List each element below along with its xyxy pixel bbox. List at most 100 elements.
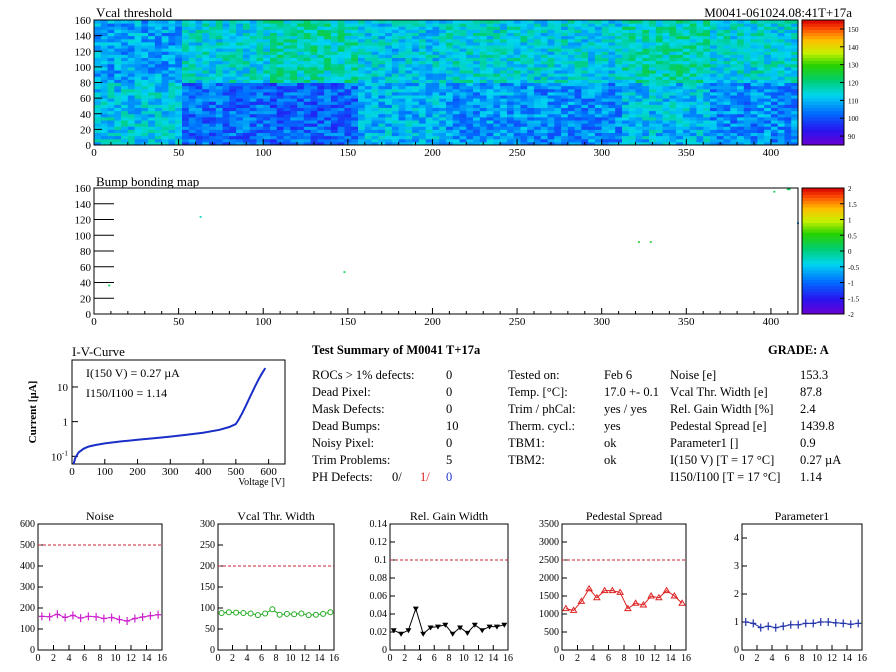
roc-plot-title: Noise <box>86 509 114 523</box>
palette-cell <box>802 138 844 143</box>
roc-x-tick-label: 10 <box>635 653 645 664</box>
data-point-marker <box>577 597 586 604</box>
roc-x-tick-label: 14 <box>315 653 325 664</box>
roc-x-tick-label: 8 <box>274 653 279 664</box>
roc-y-tick-label: 1000 <box>539 609 559 620</box>
palette-cell <box>802 116 844 121</box>
data-point-marker <box>817 618 824 626</box>
roc-y-tick-label: 100 <box>200 603 215 614</box>
palette-cell <box>802 266 844 271</box>
roc-x-tick-label: 16 <box>857 653 867 664</box>
roc-y-tick-label: 0 <box>30 645 35 656</box>
roc-x-tick-label: 6 <box>606 653 611 664</box>
roc-x-tick-label: 8 <box>98 653 103 664</box>
data-point-marker <box>93 612 100 621</box>
palette-tick-label: 90 <box>848 133 856 141</box>
data-point-marker <box>795 620 802 629</box>
palette-cell <box>802 88 844 93</box>
summary-value: 153.3 <box>800 368 829 382</box>
palette-cell <box>802 206 844 211</box>
iv-y-tick-label: 1 <box>63 417 69 429</box>
data-point-marker <box>479 628 486 634</box>
summary-label: Trim / phCal: <box>508 402 576 416</box>
data-point-marker <box>131 614 138 623</box>
summary-value: 0.27 µA <box>800 453 842 467</box>
roc-y-tick-label: 0.04 <box>370 609 388 620</box>
roc-x-tick-label: 0 <box>388 653 393 664</box>
palette-cell <box>802 282 844 287</box>
roc-y-tick-label: 3000 <box>539 537 559 548</box>
palette-tick-label: 0.5 <box>848 232 857 240</box>
roc-x-tick-label: 8 <box>447 653 452 664</box>
palette-cell <box>802 285 844 290</box>
roc-y-tick-label: 0.1 <box>375 555 388 566</box>
palette-tick-label: 110 <box>848 97 859 105</box>
roc-y-tick-label: 0 <box>554 645 559 656</box>
roc-x-tick-label: 4 <box>67 653 72 664</box>
iv-title: I-V-Curve <box>72 344 125 359</box>
palette-cell <box>802 244 844 249</box>
roc-plot-frame <box>217 523 335 651</box>
data-point-marker <box>442 622 449 628</box>
data-point-marker <box>449 631 456 637</box>
palette-cell <box>802 51 844 55</box>
palette-cell <box>802 247 844 252</box>
x-tick-label: 100 <box>255 316 272 328</box>
palette-cell <box>802 197 844 202</box>
roc-y-tick-label: 2500 <box>539 555 559 566</box>
roc-x-tick-label: 16 <box>681 653 691 664</box>
palette-cell <box>802 35 844 40</box>
bump-point <box>108 284 111 287</box>
roc-y-tick-label: 200 <box>20 603 35 614</box>
data-point-marker <box>312 611 319 618</box>
roc-x-tick-label: 12 <box>827 653 837 664</box>
bump-point <box>649 241 652 243</box>
summary-value: 0 <box>446 436 453 450</box>
roc-plot-title: Parameter1 <box>775 509 830 523</box>
y-tick-label: 40 <box>80 109 92 121</box>
data-point-marker <box>139 613 146 622</box>
roc-plot-title: Rel. Gain Width <box>410 509 488 523</box>
x-tick-label: 50 <box>173 147 185 159</box>
y-tick-label: 140 <box>75 31 92 43</box>
data-point-marker <box>305 612 312 619</box>
palette-cell <box>802 76 844 80</box>
palette-cell <box>802 23 844 27</box>
roc-x-tick-label: 14 <box>488 653 498 664</box>
palette-cell <box>802 225 844 230</box>
palette-cell <box>802 126 844 130</box>
roc-y-tick-label: 300 <box>20 582 35 593</box>
summary-value: 17.0 +- 0.1 <box>604 385 659 399</box>
summary-label: Dead Pixel: <box>312 385 371 399</box>
roc-x-tick-label: 10 <box>812 653 822 664</box>
data-point-marker <box>62 613 69 622</box>
iv-x-tick-label: 0 <box>69 466 75 478</box>
y-tick-label: 40 <box>80 278 92 290</box>
palette-cell <box>802 98 844 102</box>
palette-cell <box>802 254 844 258</box>
data-point-marker <box>116 615 123 624</box>
summary-title: Test Summary of M0041 T+17a <box>312 343 481 357</box>
palette-tick-label: 100 <box>848 115 859 123</box>
palette-cell <box>802 232 844 236</box>
roc-y-tick-label: 500 <box>544 627 559 638</box>
bump-point <box>637 241 640 243</box>
data-point-marker <box>398 631 405 637</box>
data-point-marker <box>298 610 305 617</box>
palette-cell <box>802 32 844 37</box>
palette-tick-label: 150 <box>848 26 859 34</box>
summary-label: ROCs > 1% defects: <box>312 368 415 382</box>
ph-defects-value-1: 0/ <box>392 470 402 484</box>
roc-plot-title: Vcal Thr. Width <box>237 509 314 523</box>
data-point-marker <box>639 601 648 608</box>
roc-data-line <box>565 587 683 611</box>
y-tick-label: 160 <box>75 183 92 195</box>
data-point-marker <box>787 620 794 629</box>
roc-data-line <box>41 613 159 622</box>
bump-map-title: Bump bonding map <box>96 174 199 189</box>
data-point-marker <box>757 623 764 632</box>
palette-cell <box>802 304 844 309</box>
data-point-marker <box>405 628 412 634</box>
data-point-marker <box>840 619 847 628</box>
summary-value: yes / yes <box>604 402 648 416</box>
